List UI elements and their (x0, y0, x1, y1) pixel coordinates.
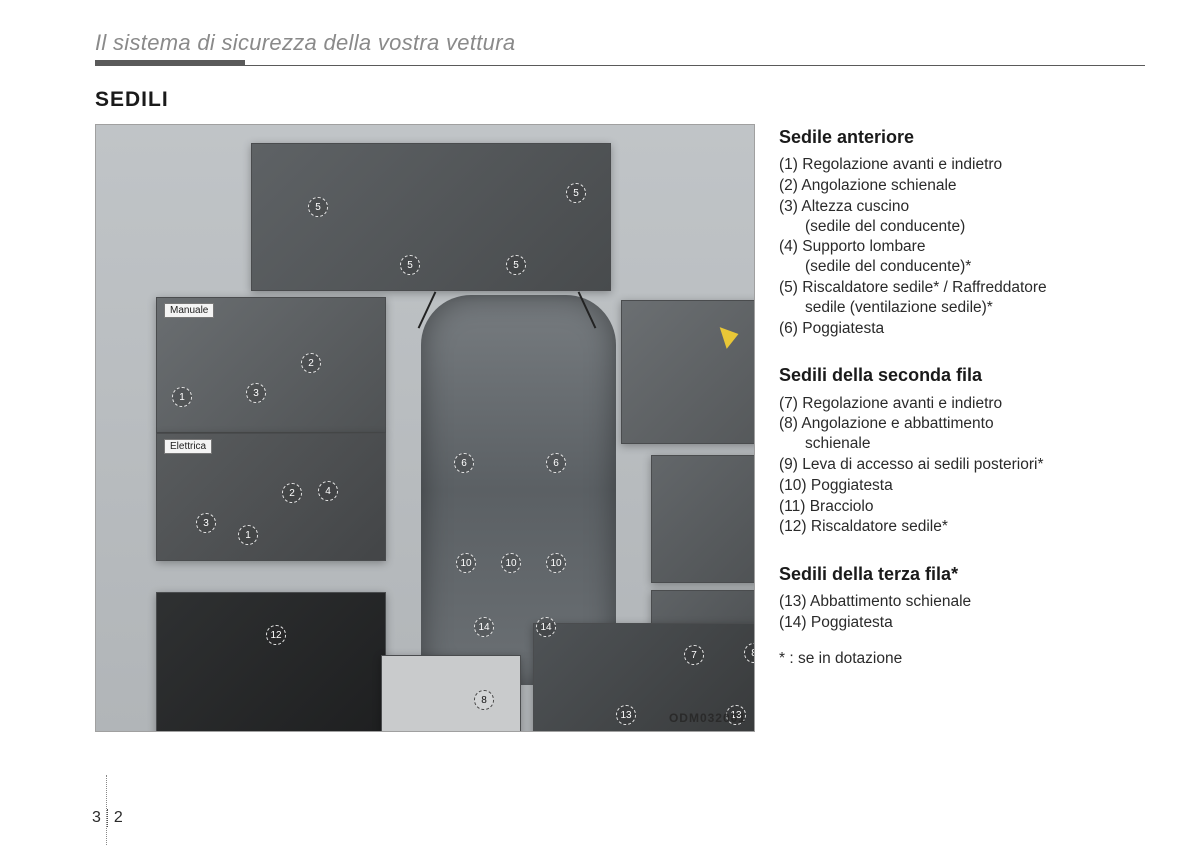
list-item: (9) Leva di accesso ai sedili posteriori… (779, 455, 1145, 475)
title-rule-thin (95, 65, 1145, 66)
list-item: (4) Supporto lombare (sedile del conduce… (779, 237, 1145, 277)
detail-panel-right-2 (651, 455, 755, 583)
callout-10: 10 (501, 553, 521, 573)
page-number: 3 2 (92, 809, 123, 827)
list-item-sub: sedile (ventilazione sedile)* (779, 298, 1145, 318)
heading-front-seat: Sedile anteriore (779, 126, 1145, 149)
callout-4: 4 (318, 481, 338, 501)
callout-11: 11 (754, 363, 755, 383)
heading-third-row: Sedili della terza fila* (779, 563, 1145, 586)
tag-manual: Manuale (164, 303, 214, 318)
list-item-text: (4) Supporto lombare (779, 238, 925, 255)
detail-panel-top (251, 143, 611, 291)
callout-5: 5 (400, 255, 420, 275)
list-item: (2) Angolazione schienale (779, 176, 1145, 196)
page-number-separator (107, 809, 108, 827)
callout-8: 8 (474, 690, 494, 710)
footnote: * : se in dotazione (779, 649, 1145, 669)
list-item: (8) Angolazione e abbattimento schienale (779, 414, 1145, 454)
callout-3: 3 (196, 513, 216, 533)
list-item: (7) Regolazione avanti e indietro (779, 394, 1145, 414)
heading-second-row: Sedili della seconda fila (779, 364, 1145, 387)
seats-figure: Manuale Elettrica 5 5 5 5 1 2 3 1 2 3 4 … (95, 124, 755, 732)
list-item: (6) Poggiatesta (779, 319, 1145, 339)
list-item: (1) Regolazione avanti e indietro (779, 155, 1145, 175)
list-item: (10) Poggiatesta (779, 476, 1145, 496)
list-item-sub: (sedile del conducente) (779, 217, 1145, 237)
callout-12: 12 (266, 625, 286, 645)
callout-2: 2 (282, 483, 302, 503)
list-item-text: (3) Altezza cuscino (779, 198, 909, 215)
callout-3: 3 (246, 383, 266, 403)
callout-14: 14 (474, 617, 494, 637)
callout-13: 13 (616, 705, 636, 725)
figure-code: ODM032001 (669, 711, 746, 725)
chapter-title: Il sistema di sicurezza della vostra vet… (95, 30, 1145, 60)
list-item-text: (8) Angolazione e abbattimento (779, 415, 994, 432)
detail-panel-bottom-mid (381, 655, 521, 732)
callout-5: 5 (308, 197, 328, 217)
callout-14: 14 (536, 617, 556, 637)
list-item: (14) Poggiatesta (779, 613, 1145, 633)
callout-2: 2 (301, 353, 321, 373)
callout-1: 1 (172, 387, 192, 407)
list-item: (12) Riscaldatore sedile* (779, 517, 1145, 537)
list-item-sub: schienale (779, 434, 1145, 454)
detail-panel-right-1 (621, 300, 755, 444)
list-item-text: (5) Riscaldatore sedile* / Raffreddatore (779, 279, 1047, 296)
list-item: (3) Altezza cuscino (sedile del conducen… (779, 197, 1145, 237)
callout-5: 5 (566, 183, 586, 203)
callout-7: 7 (684, 645, 704, 665)
detail-panel-bottom-left (156, 592, 386, 732)
list-item-sub: (sedile del conducente)* (779, 257, 1145, 277)
callout-10: 10 (546, 553, 566, 573)
callout-6: 6 (546, 453, 566, 473)
callout-1: 1 (238, 525, 258, 545)
page-number-value: 2 (114, 809, 123, 827)
callout-10: 10 (456, 553, 476, 573)
list-item: (13) Abbattimento schienale (779, 592, 1145, 612)
tag-electric: Elettrica (164, 439, 212, 454)
text-column: Sedile anteriore (1) Regolazione avanti … (779, 124, 1145, 732)
callout-6: 6 (454, 453, 474, 473)
list-item: (5) Riscaldatore sedile* / Raffreddatore… (779, 278, 1145, 318)
chapter-number: 3 (92, 809, 101, 827)
section-title: SEDILI (95, 88, 1145, 112)
list-item: (11) Bracciolo (779, 497, 1145, 517)
callout-5: 5 (506, 255, 526, 275)
